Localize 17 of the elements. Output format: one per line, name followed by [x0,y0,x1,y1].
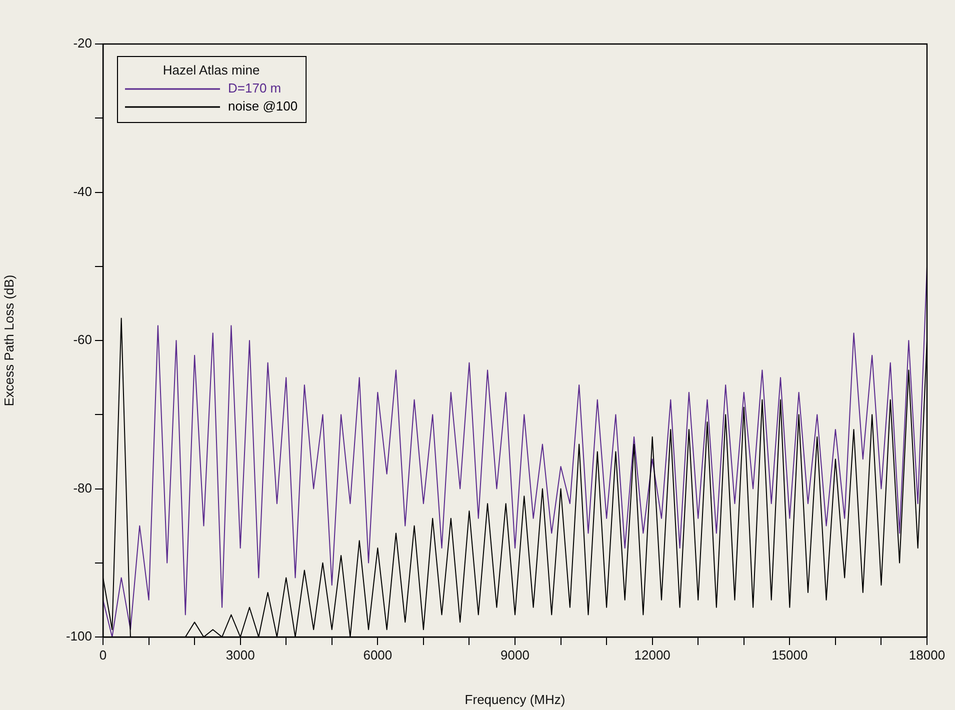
x-tick-label: 0 [99,647,107,662]
x-tick-label: 9000 [500,647,530,662]
x-axis-title: Frequency (MHz) [464,692,566,707]
x-tick-label: 12000 [634,647,670,662]
x-tick-label: 15000 [772,647,808,662]
y-tick-label: -60 [73,332,92,348]
y-tick-label: -40 [73,184,92,199]
x-tick-label: 18000 [908,647,946,662]
text: noise @100 [228,98,298,114]
x-tick-label: 3000 [226,647,255,662]
legend-title: Hazel Atlas mine [162,62,260,78]
text: D=170 m [228,80,282,96]
y-axis-title: Excess Path Loss (dB) [1,274,16,406]
x-tick-label: 6000 [363,647,392,662]
y-tick-label: -80 [73,480,92,496]
y-tick-label: -100 [66,628,92,644]
y-tick-label: -20 [73,36,92,51]
